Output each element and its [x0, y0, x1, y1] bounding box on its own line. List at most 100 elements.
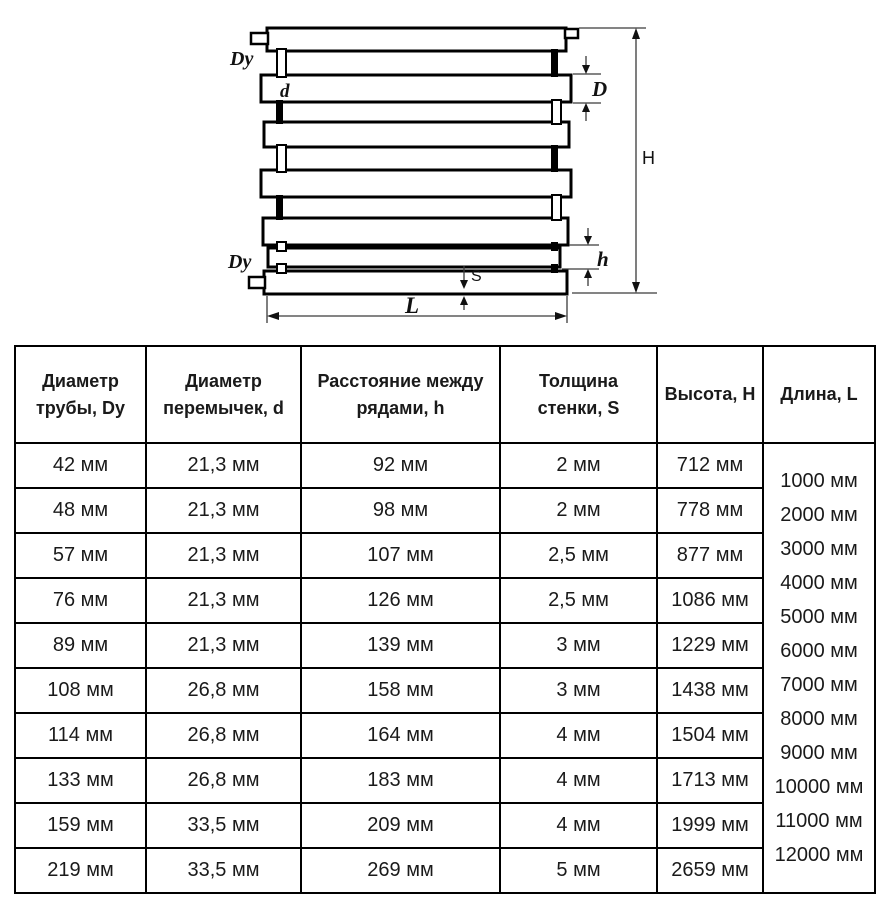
- pipe-tube: [262, 120, 571, 149]
- table-cell: 778 мм: [656, 487, 764, 534]
- table-cell: 269 мм: [300, 847, 501, 894]
- table-cell: 133 мм: [14, 757, 147, 804]
- dimension-D: [573, 56, 601, 121]
- table-cell: 4 мм: [499, 802, 658, 849]
- pipe-jumper: [276, 263, 287, 274]
- column-header-s: Толщина стенки, S: [499, 345, 658, 444]
- pipe-jumper: [276, 195, 283, 220]
- label-H: H: [642, 148, 655, 168]
- pipe-stubs: [247, 27, 580, 290]
- pipe-tube: [262, 269, 569, 296]
- table-cell: 1504 мм: [656, 712, 764, 759]
- table-cell: 3 мм: [499, 667, 658, 714]
- length-value: 5000 мм: [780, 606, 858, 628]
- table-cell: 26,8 мм: [145, 667, 302, 714]
- arrowhead-down-icon: [460, 280, 468, 289]
- pipe-jumper: [551, 145, 558, 172]
- table-cell: 57 мм: [14, 532, 147, 579]
- label-L: L: [404, 293, 419, 318]
- pipe-jumper: [276, 48, 287, 78]
- dimension-S: [460, 266, 468, 310]
- label-h: h: [597, 247, 609, 271]
- label-dy-top: Dy: [229, 48, 253, 70]
- dimension-L: [266, 296, 568, 323]
- table-cell: 158 мм: [300, 667, 501, 714]
- table-cell: 21,3 мм: [145, 577, 302, 624]
- table-cell: 1229 мм: [656, 622, 764, 669]
- table-cell: 21,3 мм: [145, 622, 302, 669]
- column-header-h: Расстояние между рядами, h: [300, 345, 501, 444]
- table-cell: 164 мм: [300, 712, 501, 759]
- length-value: 6000 мм: [780, 640, 858, 662]
- table-cell: 139 мм: [300, 622, 501, 669]
- table-cell: 26,8 мм: [145, 757, 302, 804]
- pipe-stub-top-left: [249, 31, 270, 46]
- table-cell: 4 мм: [499, 757, 658, 804]
- arrowhead-up-icon: [584, 269, 592, 278]
- table-cell: 33,5 мм: [145, 847, 302, 894]
- table-cell: 21,3 мм: [145, 532, 302, 579]
- pipe-jumper: [551, 264, 558, 273]
- column-header-d: Диаметр перемычек, d: [145, 345, 302, 444]
- table-cell: 21,3 мм: [145, 487, 302, 534]
- table-cell: 4 мм: [499, 712, 658, 759]
- dimension-H: [572, 27, 657, 294]
- table-cell: 26,8 мм: [145, 712, 302, 759]
- table-cell: 48 мм: [14, 487, 147, 534]
- table-cell: 98 мм: [300, 487, 501, 534]
- table-cell: 89 мм: [14, 622, 147, 669]
- pipe-tube: [261, 216, 570, 247]
- table-cell: 2,5 мм: [499, 577, 658, 624]
- table-cell: 114 мм: [14, 712, 147, 759]
- table-cell: 108 мм: [14, 667, 147, 714]
- pipe-tube: [259, 73, 573, 104]
- table-cell: 712 мм: [656, 442, 764, 489]
- table-row: 219 мм 33,5 мм 269 мм 5 мм 2659 мм: [14, 847, 875, 894]
- length-value: 10000 мм: [774, 776, 864, 798]
- length-value: 4000 мм: [780, 572, 858, 594]
- pipe-jumper: [551, 49, 558, 77]
- label-dy-bottom: Dy: [227, 251, 251, 273]
- arrowhead-left-icon: [267, 312, 279, 320]
- table-row: 159 мм 33,5 мм 209 мм 4 мм 1999 мм: [14, 802, 875, 849]
- length-values-cell: 1000 мм 2000 мм 3000 мм 4000 мм 5000 мм …: [762, 442, 876, 894]
- table-cell: 1086 мм: [656, 577, 764, 624]
- table-row: 114 мм 26,8 мм 164 мм 4 мм 1504 мм: [14, 712, 875, 759]
- table-row: 108 мм 26,8 мм 158 мм 3 мм 1438 мм: [14, 667, 875, 714]
- table-cell: 877 мм: [656, 532, 764, 579]
- pipe-jumper: [551, 242, 558, 251]
- label-S: S: [471, 268, 482, 285]
- table-cell: 21,3 мм: [145, 442, 302, 489]
- arrowhead-up-icon: [632, 28, 640, 39]
- table-cell: 1713 мм: [656, 757, 764, 804]
- table-row: 89 мм 21,3 мм 139 мм 3 мм 1229 мм: [14, 622, 875, 669]
- length-value: 12000 мм: [774, 844, 864, 866]
- table-cell: 76 мм: [14, 577, 147, 624]
- label-d: d: [280, 81, 290, 102]
- table-cell: 2,5 мм: [499, 532, 658, 579]
- label-D: D: [591, 77, 607, 101]
- length-value: 7000 мм: [780, 674, 858, 696]
- arrowhead-down-icon: [632, 282, 640, 293]
- table-cell: 5 мм: [499, 847, 658, 894]
- arrowhead-up-icon: [460, 296, 468, 305]
- dimension-h: [562, 228, 599, 286]
- table-cell: 42 мм: [14, 442, 147, 489]
- pipe-stub-top-right: [563, 27, 580, 40]
- pipe-jumper: [551, 194, 562, 221]
- register-diagram: D h H S: [227, 26, 657, 323]
- table-cell: 2659 мм: [656, 847, 764, 894]
- table-row: 76 мм 21,3 мм 126 мм 2,5 мм 1086 мм: [14, 577, 875, 624]
- pipe-jumper: [276, 241, 287, 252]
- length-value: 1000 мм: [780, 470, 858, 492]
- arrowhead-down-icon: [582, 65, 590, 74]
- table-cell: 183 мм: [300, 757, 501, 804]
- table-cell: 1438 мм: [656, 667, 764, 714]
- table-cell: 3 мм: [499, 622, 658, 669]
- length-values-list: 1000 мм 2000 мм 3000 мм 4000 мм 5000 мм …: [768, 464, 870, 872]
- table-cell: 2 мм: [499, 442, 658, 489]
- table-cell: 159 мм: [14, 802, 147, 849]
- table-cell: 209 мм: [300, 802, 501, 849]
- length-value: 11000 мм: [775, 810, 863, 832]
